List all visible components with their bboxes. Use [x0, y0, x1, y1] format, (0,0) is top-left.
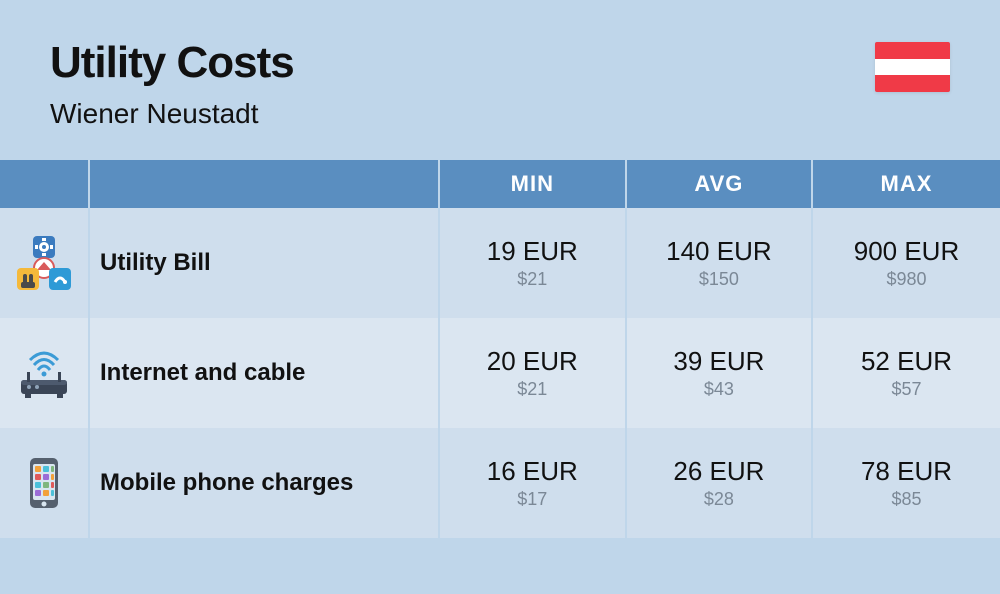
- col-header-min: MIN: [440, 160, 627, 208]
- avg-usd: $28: [704, 489, 734, 510]
- row-label: Internet and cable: [100, 359, 305, 387]
- col-header-max: MAX: [813, 160, 1000, 208]
- avg-eur: 140 EUR: [666, 236, 772, 267]
- min-eur: 19 EUR: [487, 236, 578, 267]
- avg-usd: $43: [704, 379, 734, 400]
- min-usd: $21: [517, 269, 547, 290]
- row-label-cell: Internet and cable: [90, 318, 440, 428]
- max-eur: 52 EUR: [861, 346, 952, 377]
- table-row: Mobile phone charges 16 EUR $17 26 EUR $…: [0, 428, 1000, 538]
- col-header-icon: [0, 160, 90, 208]
- max-usd: $85: [891, 489, 921, 510]
- cell-avg: 26 EUR $28: [627, 428, 814, 538]
- cell-max: 900 EUR $980: [813, 208, 1000, 318]
- phone-icon: [15, 454, 73, 512]
- flag-stripe-bot: [875, 75, 950, 92]
- avg-eur: 39 EUR: [673, 346, 764, 377]
- row-icon-cell: [0, 318, 90, 428]
- row-label-cell: Mobile phone charges: [90, 428, 440, 538]
- avg-eur: 26 EUR: [673, 456, 764, 487]
- page-title: Utility Costs: [50, 38, 294, 88]
- header: Utility Costs Wiener Neustadt: [0, 0, 1000, 160]
- table-row: Utility Bill 19 EUR $21 140 EUR $150 900…: [0, 208, 1000, 318]
- cell-min: 20 EUR $21: [440, 318, 627, 428]
- table-header-row: MIN AVG MAX: [0, 160, 1000, 208]
- router-icon: [15, 344, 73, 402]
- min-eur: 20 EUR: [487, 346, 578, 377]
- max-usd: $980: [886, 269, 926, 290]
- cell-avg: 39 EUR $43: [627, 318, 814, 428]
- austria-flag-icon: [875, 42, 950, 92]
- min-usd: $21: [517, 379, 547, 400]
- avg-usd: $150: [699, 269, 739, 290]
- row-label: Mobile phone charges: [100, 469, 353, 497]
- col-header-label: [90, 160, 440, 208]
- row-icon-cell: [0, 428, 90, 538]
- table-row: Internet and cable 20 EUR $21 39 EUR $43…: [0, 318, 1000, 428]
- min-eur: 16 EUR: [487, 456, 578, 487]
- page-subtitle: Wiener Neustadt: [50, 98, 294, 130]
- max-usd: $57: [891, 379, 921, 400]
- title-block: Utility Costs Wiener Neustadt: [50, 38, 294, 130]
- cost-table: MIN AVG MAX: [0, 160, 1000, 538]
- min-usd: $17: [517, 489, 547, 510]
- row-label-cell: Utility Bill: [90, 208, 440, 318]
- row-label: Utility Bill: [100, 249, 211, 277]
- row-icon-cell: [0, 208, 90, 318]
- cell-max: 78 EUR $85: [813, 428, 1000, 538]
- col-header-avg: AVG: [627, 160, 814, 208]
- cell-avg: 140 EUR $150: [627, 208, 814, 318]
- cell-min: 19 EUR $21: [440, 208, 627, 318]
- flag-stripe-top: [875, 42, 950, 59]
- cell-min: 16 EUR $17: [440, 428, 627, 538]
- max-eur: 900 EUR: [854, 236, 960, 267]
- cell-max: 52 EUR $57: [813, 318, 1000, 428]
- utility-icon: [15, 234, 73, 292]
- max-eur: 78 EUR: [861, 456, 952, 487]
- flag-stripe-mid: [875, 59, 950, 76]
